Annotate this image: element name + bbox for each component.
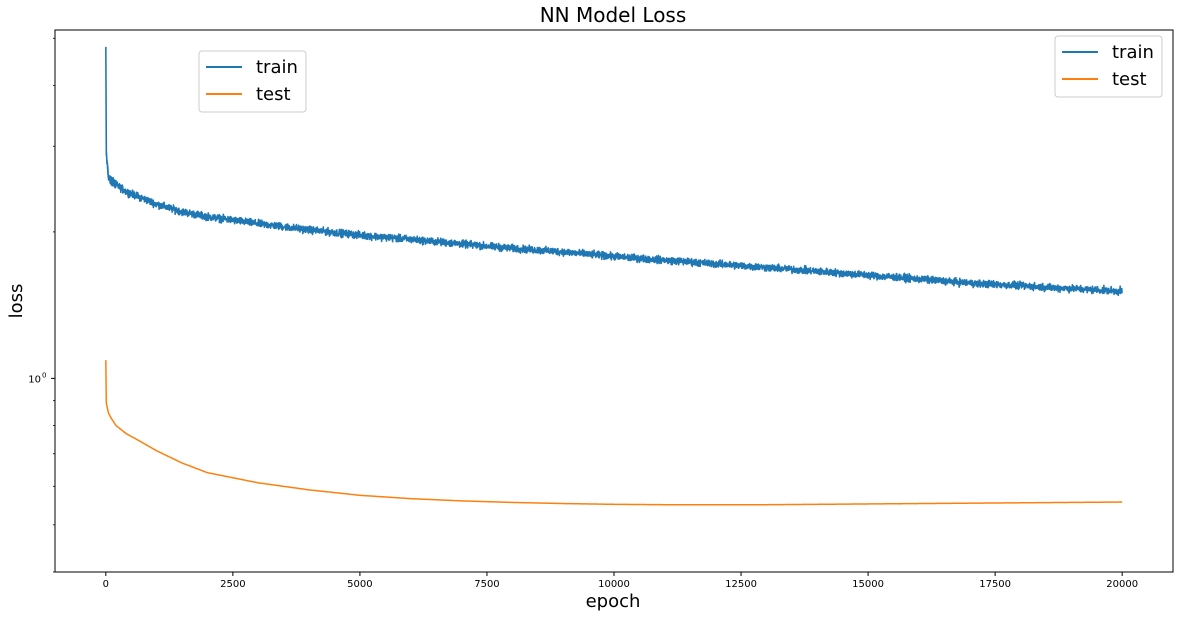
x-tick-label: 7500 — [474, 579, 499, 590]
x-tick-label: 20000 — [1106, 579, 1138, 590]
legend-top-right: train test — [1054, 35, 1163, 98]
y-axis-label: loss — [6, 284, 27, 319]
legend-label-train: train — [256, 57, 298, 78]
x-tick-label: 12500 — [725, 579, 757, 590]
y-tick-label: 10 — [28, 374, 41, 385]
series-line-train — [105, 46, 1123, 297]
series-line-test — [105, 360, 1123, 506]
x-tick-label: 0 — [103, 579, 109, 590]
x-tick-label: 2500 — [220, 579, 245, 590]
legend-label-train: train — [1112, 42, 1154, 63]
legend-label-test: test — [256, 84, 291, 105]
x-axis-label: epoch — [586, 591, 641, 612]
legend-label-test: test — [1112, 69, 1147, 90]
legend-upper-left: train test — [198, 50, 307, 113]
x-tick-label: 10000 — [598, 579, 630, 590]
x-tick-label: 15000 — [852, 579, 884, 590]
x-tick-label: 5000 — [347, 579, 372, 590]
x-tick-label: 17500 — [979, 579, 1011, 590]
chart-title: NN Model Loss — [540, 3, 687, 27]
y-axis: 10 0 — [28, 37, 55, 573]
x-axis: 0 2500 5000 7500 10000 12500 15000 17500 20000 — [103, 572, 1138, 590]
y-tick-exponent: 0 — [42, 371, 46, 379]
